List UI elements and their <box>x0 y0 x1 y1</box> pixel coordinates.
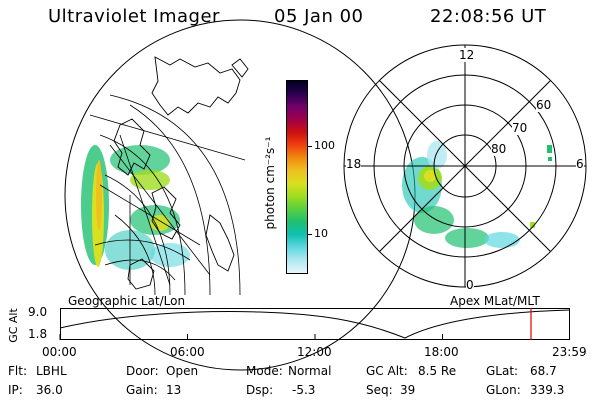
colorbar-tick <box>307 146 312 147</box>
aurora-image-magnetic <box>402 141 552 248</box>
altitude-curve <box>59 309 571 339</box>
colorbar <box>286 80 308 274</box>
flt-value: LBHL <box>36 364 67 378</box>
mlt-label-0: 0 <box>466 278 474 292</box>
magnetic-caption: Apex MLat/MLT <box>450 294 540 308</box>
colorbar-tick <box>307 234 312 235</box>
flt-label: Flt: <box>8 364 27 378</box>
colorbar-unit-label: photon cm⁻²s⁻¹ <box>263 136 277 230</box>
seq-value: 39 <box>400 383 416 397</box>
dsp-label: Dsp: <box>246 383 274 397</box>
time-label: 22:08:56 UT <box>430 6 547 27</box>
time-tick-1800: 18:00 <box>424 345 459 359</box>
geographic-caption: Geographic Lat/Lon <box>68 294 186 308</box>
gc-alt-value: 8.5 Re <box>418 364 457 378</box>
colorbar-gradient <box>287 81 307 273</box>
polar-grid <box>343 44 587 288</box>
map-grid-lines <box>89 94 246 296</box>
mlt-label-18: 18 <box>346 157 362 171</box>
timeline-y-tick-min: 1.8 <box>28 327 48 341</box>
coastlines <box>113 56 249 290</box>
gain-value: 13 <box>166 383 182 397</box>
mlt-label-6: 6 <box>576 157 584 171</box>
mode-label: Mode: <box>246 364 283 378</box>
time-tick-1200: 12:00 <box>297 345 332 359</box>
orbit-altitude-plot <box>59 308 571 340</box>
glat-value: 68.7 <box>530 364 557 378</box>
mlat-label-80: 80 <box>491 142 507 156</box>
colorbar-tick-100: 100 <box>314 139 335 152</box>
magnetic-polar-plot <box>343 44 587 288</box>
ip-value: 36.0 <box>36 383 63 397</box>
mode-value: Normal <box>288 364 332 378</box>
time-tick-2359: 23:59 <box>552 345 587 359</box>
glat-label: GLat: <box>486 364 519 378</box>
seq-label: Seq: <box>366 383 393 397</box>
date-label: 05 Jan 00 <box>274 6 364 27</box>
time-tick-0000: 00:00 <box>42 345 77 359</box>
glon-label: GLon: <box>486 383 521 397</box>
timeline-y-label: GC Alt <box>6 308 20 343</box>
door-label: Door: <box>126 364 159 378</box>
mlat-label-60: 60 <box>536 98 552 112</box>
glon-value: 339.3 <box>530 383 565 397</box>
gain-label: Gain: <box>126 383 158 397</box>
time-tick-0600: 06:00 <box>170 345 205 359</box>
dsp-value: -5.3 <box>292 383 316 397</box>
geographic-map <box>64 19 416 371</box>
x-ticks <box>59 334 570 340</box>
door-value: Open <box>166 364 199 378</box>
mlat-label-70: 70 <box>512 121 528 135</box>
timeline-y-tick-max: 9.0 <box>28 305 48 319</box>
colorbar-tick-10: 10 <box>314 227 328 240</box>
mlt-label-12: 12 <box>459 48 475 62</box>
ip-label: IP: <box>8 383 23 397</box>
gc-alt-label: GC Alt: <box>366 364 408 378</box>
app-title: Ultraviolet Imager <box>48 6 220 27</box>
